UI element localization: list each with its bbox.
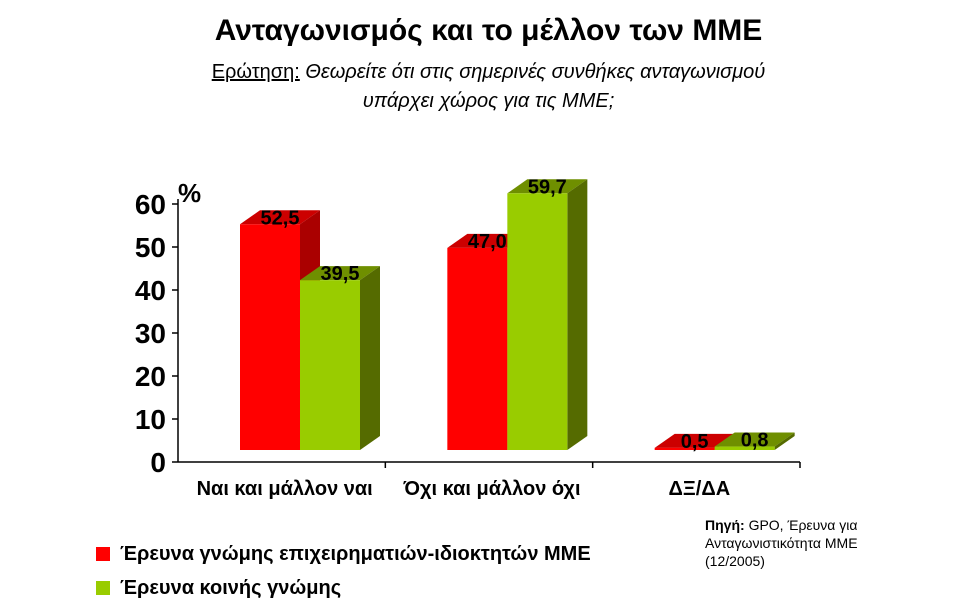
- legend-swatch-series-2: [96, 581, 110, 595]
- bar-top-face: [714, 432, 795, 447]
- bar: [300, 280, 360, 450]
- chart-bars: [240, 179, 795, 451]
- legend-label-series-2: Έρευνα κοινής γνώμης: [120, 576, 342, 599]
- source-line1: GPO, Έρευνα για: [748, 517, 858, 533]
- bar: [447, 247, 508, 450]
- bar-value-label: 47,0: [468, 231, 507, 253]
- x-category-label: Όχι και μάλλον όχι: [402, 478, 580, 500]
- source-note: Πηγή: GPO, Έρευνα για Ανταγωνιστικότητα …: [705, 516, 905, 570]
- bar-side-face: [360, 266, 380, 450]
- legend-label-series-1: Έρευνα γνώμης επιχειρηματιών-ιδιοκτητών …: [120, 542, 591, 565]
- legend-item-series-1: Έρευνα γνώμης επιχειρηματιών-ιδιοκτητών …: [96, 537, 591, 571]
- chart-axes: 0 10 20 30 40 50 60 % Ναι και μάλλον ναι Όχι και …: [135, 178, 801, 500]
- bar-top-face: [507, 179, 588, 194]
- y-tick-label: 50: [135, 232, 166, 263]
- y-tick-label: 30: [135, 318, 166, 349]
- bar-value-label: 59,7: [528, 176, 567, 198]
- bar-top-face: [240, 210, 320, 225]
- survey-question: Ερώτηση: Θεωρείτε ότι στις σημερινές συν…: [0, 58, 977, 116]
- legend: Έρευνα γνώμης επιχειρηματιών-ιδιοκτητών …: [96, 537, 591, 605]
- y-tick-label: 40: [135, 275, 166, 306]
- bar: [714, 446, 775, 450]
- bar-top-face: [447, 233, 528, 248]
- source-line2: Ανταγωνιστικότητα ΜΜΕ: [705, 535, 858, 551]
- x-category-label: Ναι και μάλλον ναι: [197, 478, 373, 500]
- y-tick-label: 20: [135, 361, 166, 392]
- bar-side-face: [774, 432, 795, 450]
- source-label: Πηγή:: [705, 517, 745, 533]
- chart-title: Ανταγωνισμός και το μέλλον των ΜΜΕ: [214, 14, 763, 47]
- bar-side-face: [567, 179, 588, 451]
- bar-top-face: [300, 266, 380, 281]
- y-tick-label: 60: [135, 189, 166, 220]
- question-text-line2: υπάρχει χώρος για τις ΜΜΕ;: [362, 90, 615, 112]
- x-category-label: ΔΞ/ΔΑ: [669, 478, 731, 500]
- chart-labels: 52,5 39,5 47,0 59,7 0,5 0,8: [261, 176, 769, 453]
- y-tick-label: 10: [135, 404, 166, 435]
- bar: [240, 224, 300, 450]
- bar: [654, 447, 715, 450]
- question-label: Ερώτηση:: [211, 61, 300, 83]
- bar-value-label: 0,8: [741, 430, 769, 452]
- bar: [507, 193, 568, 451]
- y-tick-label: 0: [150, 447, 166, 478]
- bar-value-label: 0,5: [681, 431, 709, 453]
- y-axis-unit-label: %: [178, 178, 201, 208]
- bar-top-face: [654, 433, 735, 448]
- legend-swatch-series-1: [96, 547, 110, 561]
- legend-item-series-2: Έρευνα κοινής γνώμης: [96, 571, 591, 605]
- bar-value-label: 39,5: [321, 263, 360, 285]
- bar-value-label: 52,5: [261, 207, 300, 229]
- source-line3: (12/2005): [705, 553, 765, 569]
- question-text-line1: Θεωρείτε ότι στις σημερινές συνθήκες αντ…: [305, 61, 766, 83]
